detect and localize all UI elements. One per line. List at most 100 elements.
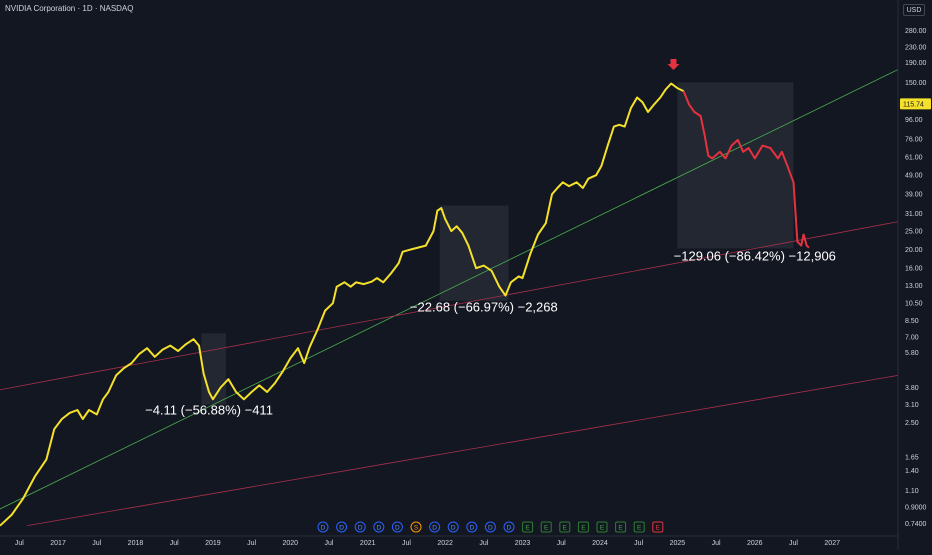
svg-text:E: E — [637, 524, 642, 531]
svg-text:E: E — [600, 524, 605, 531]
svg-text:D: D — [339, 524, 344, 531]
last-price-tag — [900, 98, 931, 110]
svg-text:D: D — [358, 524, 363, 531]
earnings-marker[interactable]: E — [540, 521, 552, 533]
x-tick-label: Jul — [325, 540, 334, 547]
y-tick-label: 2.50 — [905, 420, 919, 427]
y-tick-label: 8.50 — [905, 318, 919, 325]
dividend-marker[interactable]: D — [317, 521, 329, 533]
svg-text:E: E — [525, 524, 530, 531]
x-tick-label: Jul — [634, 540, 643, 547]
x-tick-label: 2022 — [437, 540, 453, 547]
chart-title: NVIDIA Corporation · 1D · NASDAQ — [5, 4, 134, 13]
price-axis[interactable] — [898, 0, 932, 550]
y-tick-label: 230.00 — [905, 44, 927, 51]
drawdown-label-1: −4.11 (−56.88%) −411 — [145, 402, 273, 417]
dividend-marker[interactable]: D — [503, 521, 515, 533]
trendline-3[interactable] — [27, 374, 899, 527]
svg-text:E: E — [563, 524, 568, 531]
y-tick-label: 49.00 — [905, 173, 923, 180]
drawdown-zone-3[interactable] — [677, 82, 794, 249]
earnings-marker[interactable]: E — [577, 521, 589, 533]
x-tick-label: 2021 — [360, 540, 376, 547]
svg-text:D: D — [321, 524, 326, 531]
earnings-marker[interactable]: E — [633, 521, 645, 533]
dividend-marker[interactable]: D — [373, 521, 385, 533]
dividend-marker[interactable]: D — [354, 521, 366, 533]
svg-text:D: D — [395, 524, 400, 531]
drawdown-label-3: −129.06 (−86.42%) −12,906 — [674, 249, 836, 264]
y-tick-label: 3.80 — [905, 385, 919, 392]
arrow-down-icon[interactable] — [667, 58, 680, 70]
svg-text:S: S — [414, 524, 419, 531]
earnings-marker[interactable]: E — [559, 521, 571, 533]
x-tick-label: 2018 — [128, 540, 144, 547]
y-tick-label: 1.40 — [905, 468, 919, 475]
y-tick-label: 150.00 — [905, 80, 927, 87]
earnings-marker[interactable]: E — [652, 521, 664, 533]
drawdown-zone-1[interactable] — [201, 333, 227, 405]
y-tick-label: 20.00 — [905, 247, 923, 254]
dividend-marker[interactable]: D — [336, 521, 348, 533]
x-tick-label: Jul — [479, 540, 488, 547]
y-tick-label: 5.80 — [905, 350, 919, 357]
earnings-marker[interactable]: E — [596, 521, 608, 533]
y-tick-label: 61.00 — [905, 155, 923, 162]
y-tick-label: 25.00 — [905, 229, 923, 236]
dividend-marker[interactable]: D — [429, 521, 441, 533]
svg-text:E: E — [656, 524, 661, 531]
y-tick-label: 280.00 — [905, 28, 927, 35]
x-tick-label: 2027 — [824, 540, 840, 547]
y-tick-label: 13.00 — [905, 283, 923, 290]
earnings-marker[interactable]: E — [522, 521, 534, 533]
x-tick-label: 2019 — [205, 540, 221, 547]
price-series-1[interactable] — [0, 82, 685, 527]
svg-text:D: D — [432, 524, 437, 531]
price-series-2[interactable] — [682, 90, 810, 249]
svg-text:E: E — [618, 524, 623, 531]
dividend-marker[interactable]: D — [484, 521, 496, 533]
dividend-marker[interactable]: D — [447, 521, 459, 533]
y-tick-label: 76.00 — [905, 136, 923, 143]
y-tick-label: 0.7400 — [905, 521, 927, 528]
trendline-2[interactable] — [0, 221, 899, 391]
svg-text:E: E — [544, 524, 549, 531]
split-marker[interactable]: S — [410, 521, 422, 533]
x-tick-label: Jul — [247, 540, 256, 547]
earnings-marker[interactable]: E — [615, 521, 627, 533]
y-tick-label: 1.65 — [905, 454, 919, 461]
x-tick-label: 2017 — [50, 540, 66, 547]
y-tick-label: 39.00 — [905, 192, 923, 199]
dividend-marker[interactable]: D — [466, 521, 478, 533]
y-tick-label: 16.00 — [905, 266, 923, 273]
x-tick-label: Jul — [15, 540, 24, 547]
y-tick-label: 190.00 — [905, 60, 927, 67]
last-price-label: 115.74 — [903, 101, 924, 108]
y-tick-label: 0.9000 — [905, 505, 927, 512]
svg-text:D: D — [469, 524, 474, 531]
svg-text:E: E — [581, 524, 586, 531]
y-tick-label: 31.00 — [905, 211, 923, 218]
x-tick-label: Jul — [789, 540, 798, 547]
x-tick-label: 2026 — [747, 540, 763, 547]
x-tick-label: 2024 — [592, 540, 608, 547]
dividend-marker[interactable]: D — [391, 521, 403, 533]
x-tick-label: 2025 — [670, 540, 686, 547]
trendline-1[interactable] — [0, 69, 899, 510]
x-tick-label: Jul — [557, 540, 566, 547]
y-tick-label: 10.50 — [905, 301, 923, 308]
x-tick-label: 2020 — [283, 540, 299, 547]
svg-text:D: D — [507, 524, 512, 531]
y-tick-label: 1.10 — [905, 488, 919, 495]
currency-button[interactable]: USD — [903, 4, 925, 16]
svg-text:D: D — [376, 524, 381, 531]
svg-text:D: D — [488, 524, 493, 531]
x-tick-label: Jul — [170, 540, 179, 547]
x-tick-label: Jul — [402, 540, 411, 547]
drawdown-zone-2[interactable] — [439, 205, 509, 301]
x-tick-label: 2023 — [515, 540, 531, 547]
y-tick-label: 96.00 — [905, 117, 923, 124]
